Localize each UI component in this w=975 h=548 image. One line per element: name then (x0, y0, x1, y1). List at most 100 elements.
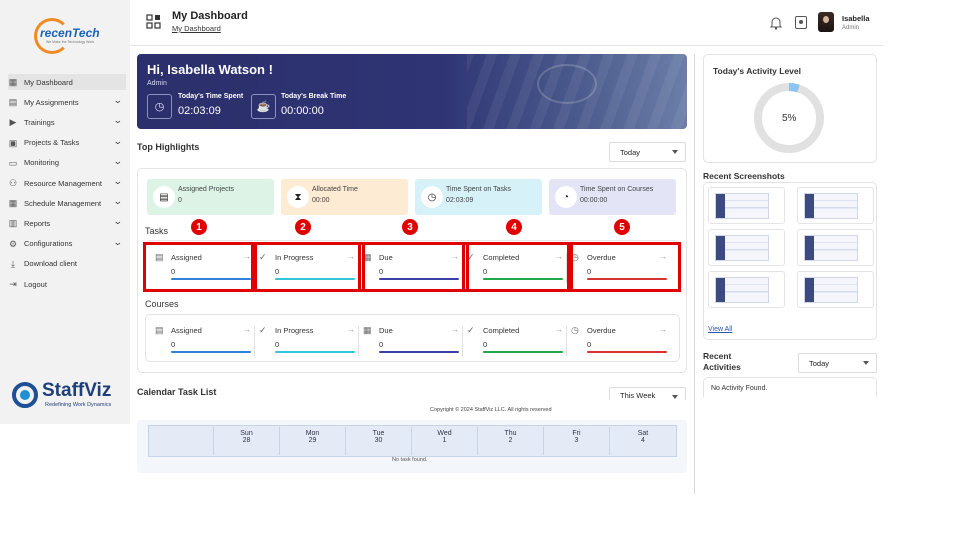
status-label: Assigned (171, 253, 202, 262)
status-value: 0 (171, 267, 176, 276)
screenshot-thumbnail[interactable] (708, 229, 785, 266)
day-name: Thu (504, 430, 517, 437)
day-date: 2 (508, 437, 513, 444)
avatar[interactable] (818, 12, 834, 32)
courses-card-completed[interactable]: ✓ Completed → 0 (467, 325, 563, 355)
download-icon: ⤓ (11, 258, 15, 269)
arrow-right-icon[interactable]: → (451, 325, 459, 334)
view-all-link[interactable]: View All (708, 326, 733, 333)
highlight-card[interactable]: ▤ Assigned Projects 0 (147, 179, 274, 215)
highlight-box (567, 242, 681, 292)
screenshot-thumbnail[interactable] (797, 271, 874, 308)
calendar-day: Wed 1 (412, 427, 478, 455)
arrow-right-icon[interactable]: → (555, 252, 563, 261)
staffviz-wordmark: StaffViz (42, 380, 112, 401)
tasks-card-completed[interactable]: ✓ Completed → 0 (467, 252, 563, 282)
sidebar-item-my-assignments[interactable]: ▤ My Assignments ⌄ (8, 94, 126, 110)
recent-activities-panel (703, 377, 877, 397)
highlight-value: 0 (178, 197, 182, 204)
camera-icon[interactable] (795, 16, 807, 29)
highlight-value: 00:00 (312, 197, 330, 204)
highlight-card[interactable]: ◔ Time Spent on Courses 00:00:00 (549, 179, 676, 215)
user-role: Admin (842, 25, 860, 31)
courses-card-in-progress[interactable]: ✓ In Progress → 0 (259, 325, 355, 355)
status-label: Completed (483, 326, 520, 335)
sidebar-item-logout[interactable]: ⇥ Logout (8, 276, 126, 292)
sidebar-item-my-dashboard[interactable]: ▦ My Dashboard (8, 74, 126, 90)
status-bar (275, 351, 355, 353)
arrow-right-icon[interactable]: → (659, 252, 667, 261)
break-time-value: 00:00:00 (281, 105, 324, 117)
sidebar-item-trainings[interactable]: ▶ Trainings ⌄ (8, 114, 126, 130)
day-date: 4 (641, 437, 645, 444)
tasks-card-due[interactable]: ▦ Due → 0 (363, 252, 459, 282)
screenshot-thumbnail[interactable] (708, 271, 785, 308)
arrow-right-icon[interactable]: → (347, 252, 355, 261)
calendar-icon: ▦ (363, 325, 372, 335)
sidebar-item-monitoring[interactable]: ▭ Monitoring ⌄ (8, 155, 126, 171)
status-value: 0 (171, 340, 176, 349)
recent-activities-title: Recent Activities (703, 351, 741, 372)
arrow-right-icon[interactable]: → (451, 252, 459, 261)
time-spent-value: 02:03:09 (178, 105, 221, 117)
status-bar (275, 278, 355, 280)
brand-logo-tagline: We Make the Technology Work (46, 40, 95, 44)
sidebar-item-projects-tasks[interactable]: ▣ Projects & Tasks ⌄ (8, 135, 126, 151)
highlight-value: 02:03:09 (446, 197, 474, 204)
status-bar (171, 278, 251, 280)
chevron-down-icon: ⌄ (113, 176, 124, 186)
recent-screenshots-title: Recent Screenshots (703, 171, 785, 181)
highlights-filter-select[interactable]: Today (609, 142, 686, 162)
status-label: Overdue (587, 253, 616, 262)
sidebar-item-label: Logout (24, 279, 47, 289)
dashboard-icon (146, 14, 161, 29)
calendar-filter-value: This Week (620, 390, 656, 400)
highlight-card[interactable]: ◷ Time Spent on Tasks 02:03:09 (415, 179, 542, 215)
welcome-banner: Hi, Isabella Watson ! Admin ◷ Today's Ti… (137, 54, 687, 129)
divider (566, 253, 567, 283)
courses-card-assigned[interactable]: ▤ Assigned → 0 (155, 325, 251, 355)
tasks-card-in-progress[interactable]: ✓ In Progress → 0 (259, 252, 355, 282)
breadcrumb[interactable]: My Dashboard (172, 24, 221, 33)
status-bar (587, 351, 667, 353)
screenshot-thumbnail[interactable] (797, 187, 874, 224)
sidebar-item-label: Trainings (24, 117, 55, 127)
clock-alert-icon: ◷ (571, 325, 579, 335)
courses-card-overdue[interactable]: ◷ Overdue → 0 (571, 325, 667, 355)
sidebar-item-resource-management[interactable]: ⚇ Resource Management ⌄ (8, 175, 126, 191)
day-name: Mon (305, 430, 320, 437)
tasks-card-assigned[interactable]: ▤ Assigned → 0 (155, 252, 251, 282)
clock-icon: ◷ (421, 186, 443, 208)
sidebar-item-download-client[interactable]: ⤓ Download client (8, 256, 126, 272)
arrow-right-icon[interactable]: → (243, 325, 251, 334)
bell-icon[interactable] (769, 16, 783, 30)
courses-panel (145, 314, 680, 362)
screenshot-thumbnail[interactable] (797, 229, 874, 266)
courses-card-due[interactable]: ▦ Due → 0 (363, 325, 459, 355)
clock-alert-icon: ◷ (571, 252, 579, 262)
calendar-day: Sat 4 (610, 427, 676, 455)
arrow-right-icon[interactable]: → (555, 325, 563, 334)
arrow-right-icon[interactable]: → (659, 325, 667, 334)
highlight-card[interactable]: ⧗ Allocated Time 00:00 (281, 179, 408, 215)
activities-filter-value: Today (809, 358, 830, 368)
calendar-empty-text: No task found. (392, 457, 428, 463)
day-date: 1 (442, 437, 447, 444)
arrow-right-icon[interactable]: → (243, 252, 251, 261)
sidebar-item-reports[interactable]: ▥ Reports ⌄ (8, 215, 126, 231)
staffviz-logo: StaffViz Redefining Work Dynamics (12, 380, 124, 412)
day-name: Sat (637, 430, 649, 437)
activities-filter-select[interactable]: Today (798, 353, 877, 373)
people-icon: ⚇ (8, 178, 18, 188)
break-time-label: Today's Break Time (281, 93, 347, 100)
status-bar (587, 278, 667, 280)
sidebar-item-schedule-management[interactable]: ▦ Schedule Management ⌄ (8, 195, 126, 211)
arrow-right-icon[interactable]: → (347, 325, 355, 334)
tasks-card-overdue[interactable]: ◷ Overdue → 0 (571, 252, 667, 282)
day-date: 28 (242, 437, 251, 444)
chevron-down-icon (672, 150, 678, 154)
chevron-down-icon: ⌄ (113, 95, 124, 106)
sidebar-item-label: Download client (24, 259, 77, 269)
sidebar-item-configurations[interactable]: ⚙ Configurations ⌄ (8, 236, 126, 252)
screenshot-thumbnail[interactable] (708, 187, 785, 224)
